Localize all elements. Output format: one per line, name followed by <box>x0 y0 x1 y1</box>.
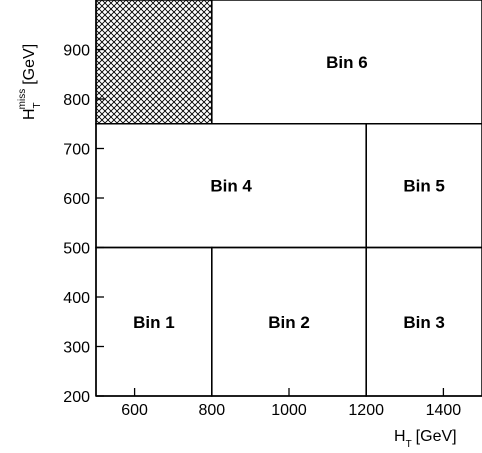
x-tick-label: 1000 <box>271 402 307 419</box>
y-tick-label: 800 <box>63 92 90 109</box>
bin-5-label: Bin 5 <box>403 177 445 196</box>
bin-6-region <box>211 0 482 125</box>
bin-6-label: Bin 6 <box>326 53 368 72</box>
y-tick-label: 400 <box>63 290 90 307</box>
bin-3-label: Bin 3 <box>403 313 445 332</box>
y-axis-title: HTmiss[GeV] <box>17 44 43 120</box>
x-tick-label: 1400 <box>426 402 462 419</box>
bin-4-label: Bin 4 <box>210 177 252 196</box>
bin-1-label: Bin 1 <box>133 313 175 332</box>
svg-text:HTmiss[GeV]: HTmiss[GeV] <box>17 44 43 120</box>
x-tick-label: 1200 <box>348 402 384 419</box>
y-tick-label: 200 <box>63 389 90 406</box>
x-axis-title: HT [GeV] <box>394 428 457 450</box>
y-tick-label: 500 <box>63 241 90 258</box>
x-tick-label: 800 <box>198 402 225 419</box>
bin-2-label: Bin 2 <box>268 313 310 332</box>
y-tick-label: 900 <box>63 43 90 60</box>
y-tick-label: 700 <box>63 142 90 159</box>
y-tick-label: 300 <box>63 340 90 357</box>
excluded-region <box>95 0 213 125</box>
x-tick-label: 600 <box>121 402 148 419</box>
y-tick-label: 600 <box>63 191 90 208</box>
